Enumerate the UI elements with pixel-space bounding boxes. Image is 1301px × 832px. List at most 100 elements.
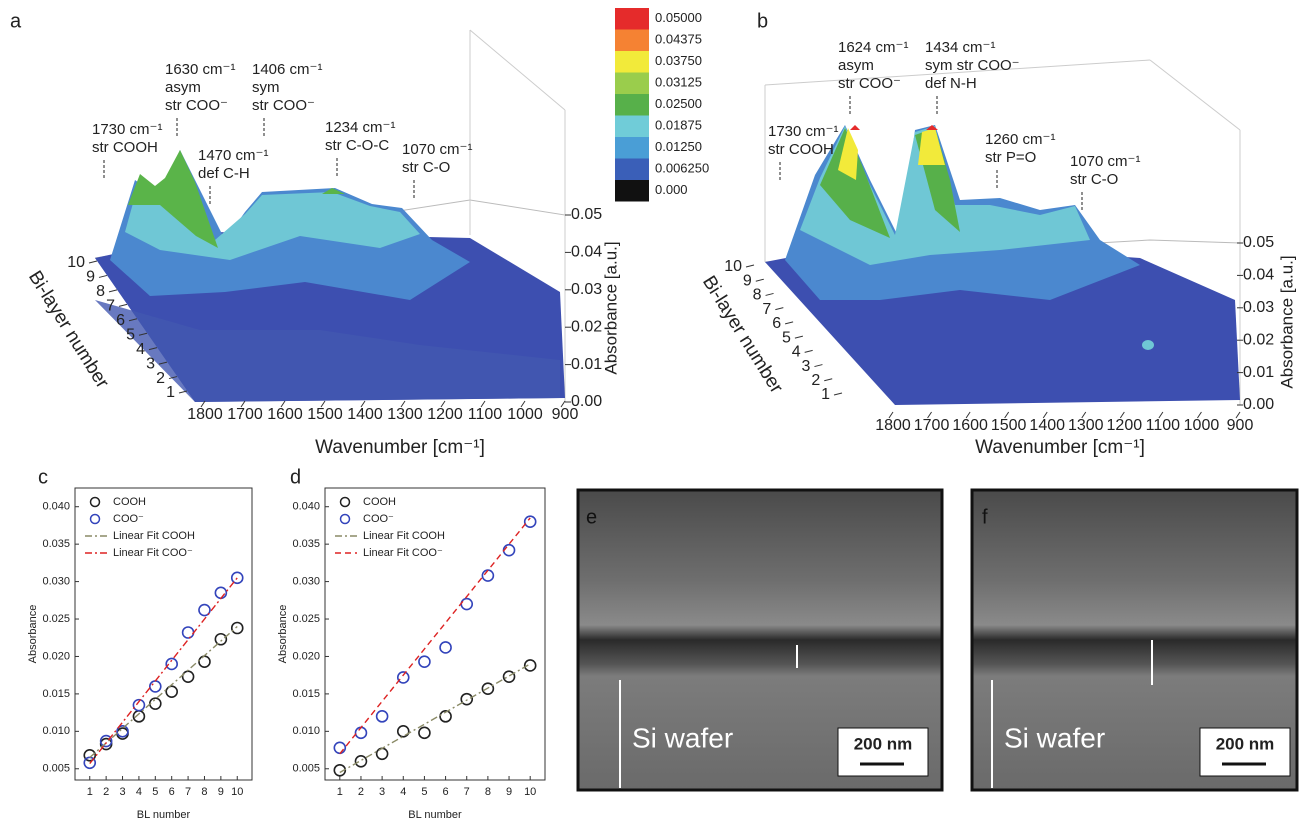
y-tick-label: 0.035 — [42, 538, 70, 550]
data-point — [396, 725, 410, 738]
x-tick-label: 9 — [506, 786, 512, 798]
x-tick — [1158, 411, 1164, 419]
y-tick-label: 2 — [811, 372, 820, 389]
x-tick — [240, 400, 246, 408]
z-tick-label: 0.04 — [571, 244, 602, 261]
y-tick — [784, 321, 794, 325]
data-point — [502, 543, 516, 557]
x-tick-label: 1600 — [952, 417, 988, 434]
panel-label: a — [10, 10, 22, 32]
y-axis-title: Absorbance — [27, 605, 39, 664]
y-tick-label: 9 — [86, 269, 95, 286]
y-tick — [814, 364, 823, 368]
data-point — [181, 626, 195, 639]
y-tick-label: 8 — [753, 287, 762, 304]
annotation: str COO⁻ — [252, 97, 315, 114]
x-tick-label: 1200 — [1107, 417, 1143, 434]
annotation: 1406 cm⁻¹ — [252, 61, 322, 78]
x-tick-label: 1500 — [307, 406, 343, 423]
x-axis-title: Wavenumber [cm⁻¹] — [975, 437, 1145, 458]
z-tick-label: 0.00 — [1243, 396, 1274, 413]
colorbar-label: 0.03750 — [655, 53, 702, 68]
fit-line — [339, 663, 531, 774]
x-tick-label: 2 — [103, 786, 109, 798]
x-tick — [480, 400, 486, 408]
y-tick-label: 2 — [156, 370, 165, 387]
y-tick-label: 0.030 — [292, 575, 320, 587]
annotation: sym — [252, 79, 280, 96]
annotation: 1630 cm⁻¹ — [165, 61, 235, 78]
x-tick — [965, 411, 971, 419]
z-axis-title: Absorbance [a.u.] — [601, 241, 620, 374]
annotation: 1070 cm⁻¹ — [402, 141, 472, 158]
substrate-label: Si wafer — [632, 722, 733, 753]
x-tick — [1235, 411, 1241, 419]
x-tick-label: 10 — [231, 786, 243, 798]
y-tick-label: 3 — [802, 358, 811, 375]
x-tick — [927, 411, 932, 419]
x-tick-label: 1200 — [427, 406, 463, 423]
x-axis-title: Wavenumber [cm⁻¹] — [315, 437, 485, 458]
y-axis-title: Bi-layer number — [698, 272, 787, 397]
annotation: 1730 cm⁻¹ — [768, 123, 838, 140]
z-tick-label: 0.04 — [1243, 267, 1274, 284]
y-tick-label: 0.040 — [42, 501, 70, 513]
annotation: asym — [838, 57, 874, 74]
y-tick-label: 4 — [136, 341, 145, 358]
y-tick-label: 0.010 — [42, 725, 70, 737]
annotation: str COOH — [92, 139, 158, 156]
z-tick-label: 0.03 — [571, 281, 602, 298]
data-point — [181, 670, 195, 683]
plot-frame — [74, 487, 253, 781]
colorbar-segment — [615, 115, 649, 137]
y-tick-label: 5 — [126, 326, 135, 343]
annotation: str C-O — [402, 159, 450, 176]
x-tick-label: 1 — [337, 786, 343, 798]
y-tick-label: 0.020 — [42, 650, 70, 662]
surface-b — [764, 59, 1241, 405]
panel-label: b — [757, 10, 768, 32]
data-point — [354, 726, 368, 740]
x-tick — [520, 400, 526, 408]
z-tick-label: 0.01 — [571, 356, 602, 373]
annotation: str COO⁻ — [165, 97, 228, 114]
data-point — [198, 655, 211, 669]
x-tick-label: 4 — [400, 786, 406, 798]
legend-label: Linear Fit COOH — [113, 530, 195, 542]
y-tick-label: 1 — [821, 386, 830, 403]
annotation: def C-H — [198, 165, 250, 182]
x-tick-label: 900 — [1227, 417, 1254, 434]
y-tick-label: 7 — [762, 301, 771, 318]
scale-bar-label: 200 nm — [854, 734, 913, 753]
data-point — [149, 680, 162, 693]
y-tick — [138, 332, 148, 336]
y-tick-label: 0.015 — [42, 688, 70, 700]
legend-label: COO⁻ — [113, 513, 144, 525]
annotation: 1070 cm⁻¹ — [1070, 153, 1140, 170]
y-tick-label: 3 — [146, 355, 155, 372]
panel-label: d — [290, 466, 301, 488]
scale-bar-label: 200 nm — [1216, 734, 1275, 753]
x-tick — [360, 400, 366, 408]
x-axis-title: BL number — [408, 809, 462, 821]
annotation: str C-O — [1070, 171, 1118, 188]
data-point — [439, 641, 452, 654]
plot-frame — [324, 487, 546, 781]
x-tick-label: 5 — [152, 786, 158, 798]
fit-line — [89, 577, 238, 764]
annotation: str P=O — [985, 149, 1036, 166]
data-point — [83, 748, 97, 762]
z-tick-label: 0.05 — [571, 206, 602, 223]
colorbar-label: 0.05000 — [655, 10, 702, 25]
y-tick — [833, 392, 843, 396]
y-tick — [745, 264, 755, 268]
x-tick — [440, 400, 446, 408]
y-tick-label: 10 — [67, 254, 85, 271]
x-tick-label: 1000 — [1184, 417, 1220, 434]
colorbar-label: 0.04375 — [655, 32, 702, 47]
data-point — [481, 682, 495, 695]
x-tick-label: 1100 — [468, 406, 503, 423]
x-tick-label: 1400 — [1029, 417, 1065, 434]
x-tick-label: 7 — [464, 786, 470, 798]
data-point — [132, 698, 146, 712]
